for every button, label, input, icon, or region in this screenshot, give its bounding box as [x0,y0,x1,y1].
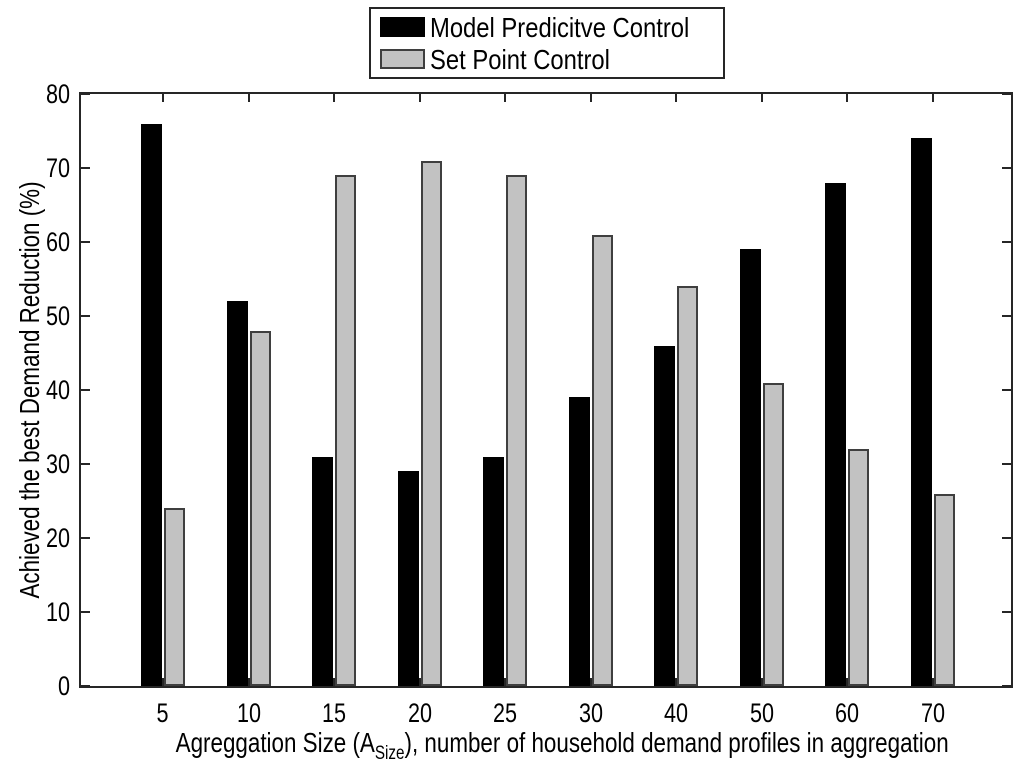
x-tick-mark [418,94,421,102]
bar-set-point-control-5 [164,508,185,686]
legend-swatch-black [380,17,425,37]
y-tick-label: 20 [45,523,70,553]
x-tick-mark [760,94,763,102]
y-tick-mark [1002,537,1011,539]
y-tick-label: 10 [45,597,70,627]
x-tick-label: 50 [749,698,774,728]
bar-model-predictive-control-15 [312,457,334,686]
y-tick-mark [1002,685,1011,687]
x-axis-title-text: Agreggation Size (ASize), number of hous… [175,727,949,764]
bar-model-predictive-control-25 [483,457,505,686]
x-tick-mark [760,678,763,686]
x-tick-mark [846,94,849,102]
x-axis-title: Agreggation Size (ASize), number of hous… [79,726,1013,766]
x-tick-mark [675,678,678,686]
x-tick-mark [932,678,934,686]
x-tick-mark [932,94,934,102]
x-tick-mark [846,678,849,686]
y-tick-mark [1002,611,1011,613]
y-tick-mark [81,463,90,465]
y-tick-mark [1002,463,1011,465]
bar-set-point-control-50 [762,383,784,686]
x-tick-label: 30 [578,698,603,728]
legend: Model Predicitve Control Set Point Contr… [369,7,725,79]
x-tick-label: 70 [920,698,946,728]
y-tick-mark [81,685,90,687]
y-tick-label: 0 [57,671,70,701]
bar-set-point-control-30 [591,235,613,686]
x-tick-mark [504,94,507,102]
y-tick-mark [1002,315,1011,317]
y-tick-mark [81,611,90,613]
y-tick-mark [1002,241,1011,243]
x-tick-mark [589,94,592,102]
x-tick-label: 60 [835,698,860,728]
bar-set-point-control-40 [677,286,699,686]
bar-set-point-control-20 [420,161,442,686]
y-tick-mark [81,167,90,169]
y-tick-mark [81,389,90,391]
y-tick-label: 40 [45,375,70,405]
y-tick-mark [81,93,90,95]
x-tick-label: 10 [236,698,261,728]
legend-entry-set-point-control: Set Point Control [380,45,723,74]
x-tick-mark [162,678,164,686]
x-tick-mark [418,678,421,686]
y-tick-label: 50 [45,301,70,331]
x-tick-mark [247,678,250,686]
y-tick-mark [81,315,90,317]
x-tick-mark [247,94,250,102]
bar-set-point-control-10 [249,331,271,686]
x-tick-label: 20 [407,698,432,728]
y-tick-mark [1002,93,1011,95]
y-tick-label: 60 [45,227,70,257]
x-tick-label: 40 [664,698,689,728]
bar-set-point-control-25 [506,175,528,686]
y-tick-mark [81,537,90,539]
legend-swatch-gray [380,49,425,69]
bar-model-predictive-control-60 [825,183,847,686]
y-tick-mark [81,241,90,243]
plot-area [79,92,1013,688]
legend-entry-model-predictive-control: Model Predicitve Control [380,13,723,42]
x-tick-label: 5 [156,698,170,728]
y-tick-label: 70 [45,153,70,183]
legend-label-set-point-control: Set Point Control [430,43,610,75]
bar-model-predictive-control-70 [911,138,932,686]
y-tick-mark [1002,167,1011,169]
bar-model-predictive-control-10 [226,301,248,686]
y-tick-label: 80 [45,79,70,109]
plot-inner [81,93,1011,687]
bar-model-predictive-control-5 [141,124,162,686]
x-tick-mark [333,94,336,102]
bar-model-predictive-control-50 [739,249,761,686]
x-tick-mark [675,94,678,102]
bar-set-point-control-60 [848,449,870,686]
legend-label-model-predictive-control: Model Predicitve Control [430,11,690,43]
bar-model-predictive-control-30 [568,397,590,686]
x-tick-label: 15 [322,698,347,728]
x-tick-mark [333,678,336,686]
x-tick-mark [589,678,592,686]
x-axis-title-subscript: Size [374,742,405,764]
x-tick-label: 25 [493,698,518,728]
x-tick-mark [162,94,164,102]
bar-model-predictive-control-40 [654,346,676,686]
y-tick-label: 30 [45,449,70,479]
bar-set-point-control-15 [335,175,357,686]
x-tick-mark [504,678,507,686]
bar-set-point-control-70 [934,494,955,686]
bar-model-predictive-control-20 [397,471,419,686]
y-tick-mark [1002,389,1011,391]
